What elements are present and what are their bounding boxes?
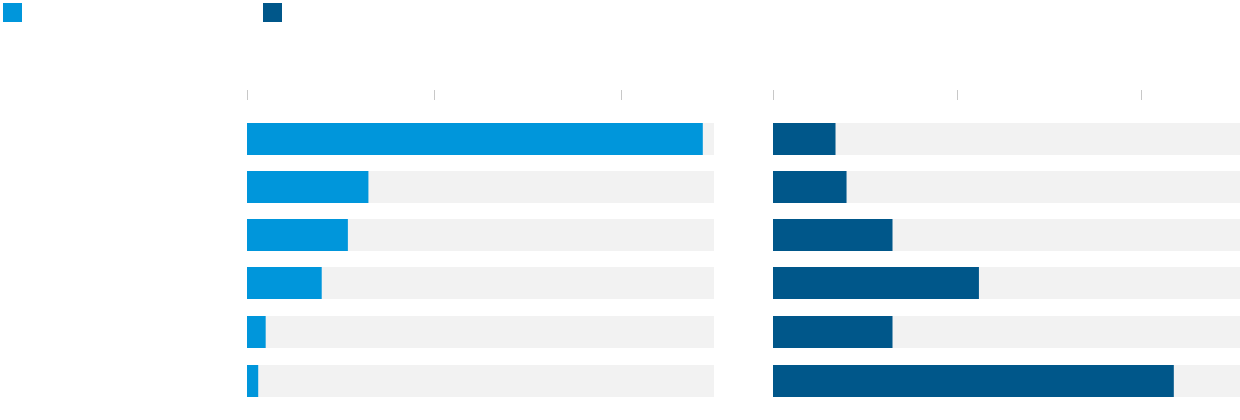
bar-track (773, 123, 1240, 155)
bar-track (773, 171, 1240, 203)
bar (247, 316, 266, 348)
bar (773, 123, 836, 155)
bar (773, 171, 847, 203)
bar (247, 171, 369, 203)
bar (247, 267, 322, 299)
bar (773, 365, 1174, 397)
bar (773, 316, 893, 348)
bar-track (247, 365, 714, 397)
bar (247, 365, 259, 397)
bar (247, 219, 348, 251)
bar-track (247, 316, 714, 348)
bar-track (247, 267, 714, 299)
bar (773, 267, 979, 299)
bar (247, 123, 703, 155)
bar (773, 219, 893, 251)
legend-swatch (263, 3, 282, 22)
legend-swatch (3, 3, 22, 22)
